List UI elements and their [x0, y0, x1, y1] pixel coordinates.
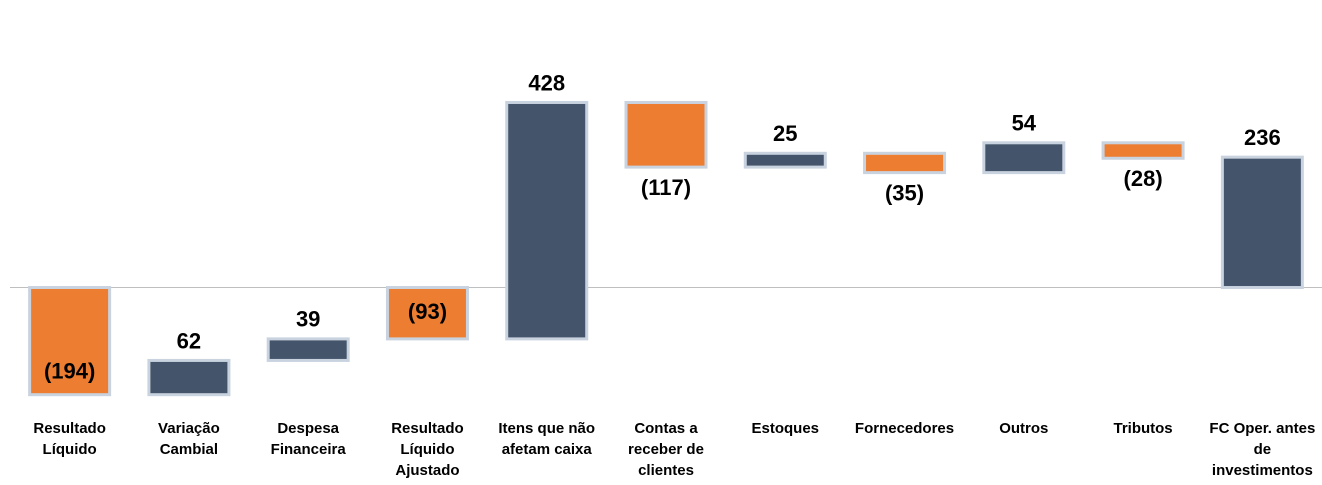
category-label: FC Oper. antes de investimentos [1209, 420, 1316, 479]
bar [147, 358, 231, 397]
value-label: 236 [1244, 125, 1281, 150]
value-label: (35) [885, 180, 924, 205]
category-label: Estoques [751, 420, 820, 437]
value-label: (117) [641, 175, 691, 200]
category-label: Resultado Líquido Ajustado [391, 420, 464, 479]
category-label: Tributos [1113, 420, 1173, 437]
category-label: Itens que não afetam caixa [498, 420, 596, 458]
category-label: Fornecedores [854, 420, 955, 437]
value-label: 25 [773, 121, 797, 146]
category-label: Variação Cambial [158, 420, 220, 458]
value-label: 54 [1012, 111, 1037, 136]
value-label: 39 [296, 307, 320, 332]
bar [28, 286, 112, 397]
bar [385, 286, 469, 341]
category-label: Despesa Financeira [270, 420, 346, 458]
bar [1101, 141, 1185, 160]
value-label: (194) [44, 358, 95, 383]
category-label: Resultado Líquido [33, 420, 106, 458]
bar [266, 337, 350, 362]
value-label: 62 [177, 328, 201, 353]
bar [863, 151, 947, 175]
value-label: (93) [408, 299, 447, 324]
bar [982, 141, 1066, 175]
category-label: Outros [999, 420, 1049, 437]
bar [505, 100, 589, 341]
bar [743, 151, 827, 169]
value-label: (28) [1124, 166, 1163, 191]
category-label: Contas a receber de clientes [628, 420, 704, 479]
bar [1220, 155, 1304, 290]
value-label: 428 [528, 70, 565, 95]
bar [624, 100, 708, 169]
